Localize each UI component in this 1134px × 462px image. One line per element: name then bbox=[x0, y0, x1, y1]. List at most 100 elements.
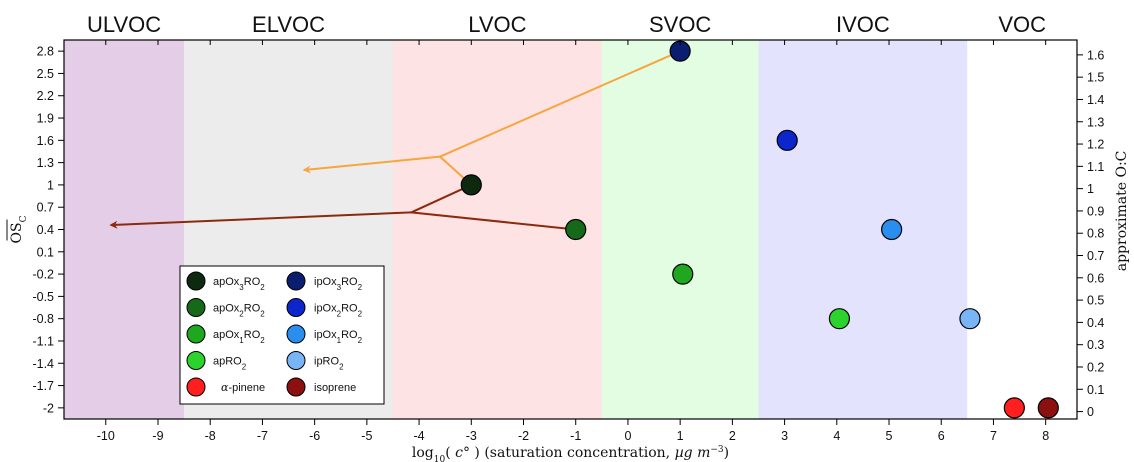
legend-box bbox=[179, 265, 385, 405]
legend-marker-pinene bbox=[186, 377, 206, 397]
y2-tick-label: 0.6 bbox=[1087, 271, 1104, 285]
legend-label-isoprene: isoprene bbox=[314, 382, 356, 394]
y2-tick-label: 0.1 bbox=[1087, 383, 1104, 397]
y2-tick-label: 0.4 bbox=[1087, 316, 1104, 330]
point-isoprene bbox=[1037, 397, 1059, 419]
y-tick-label: 1 bbox=[47, 178, 54, 192]
point-pinene bbox=[1003, 397, 1025, 419]
y2-tick-label: 1.3 bbox=[1087, 115, 1104, 129]
y2-tick-label: 0.2 bbox=[1087, 360, 1104, 374]
arrow-head-1 bbox=[109, 211, 412, 229]
band-svoc bbox=[601, 40, 759, 419]
y-tick-label: 1.3 bbox=[37, 156, 54, 170]
x-tick-label: -10 bbox=[97, 429, 115, 443]
band-label-elvoc: ELVOC bbox=[252, 12, 325, 37]
y2-axis-ticks: 1.6 1.5 1.4 1.3 1.2 1.1 1 0.9 0.8 0.7 0.6 0.5 0.4 0.3… bbox=[1077, 48, 1104, 419]
y2-tick-label: 0.7 bbox=[1087, 249, 1104, 263]
band-label-ivoc: IVOC bbox=[836, 12, 890, 37]
x-tick-label: 8 bbox=[1042, 429, 1049, 443]
x-tick-label: 7 bbox=[990, 429, 997, 443]
legend-label-ipox1ro2: ipOx1RO2 bbox=[314, 329, 363, 345]
band-label-svoc: SVOC bbox=[649, 12, 711, 37]
band-label-ulvoc: ULVOC bbox=[87, 12, 161, 37]
legend-marker-isoprene bbox=[286, 377, 306, 397]
y2-tick-label: 0.5 bbox=[1087, 294, 1104, 308]
volatility-bands: ULVOC ELVOC LVOC SVOC IVOC VOC bbox=[64, 12, 1077, 419]
y-tick-label: 1.9 bbox=[37, 112, 54, 126]
y-axis-label-text: OSC bbox=[9, 215, 29, 243]
y2-tick-label: 1.6 bbox=[1087, 48, 1104, 62]
legend-marker-ipox1ro2 bbox=[286, 324, 306, 344]
y-tick-label: 0.7 bbox=[37, 201, 54, 215]
y2-tick-label: 1 bbox=[1087, 182, 1094, 196]
y-tick-label: 1.6 bbox=[37, 134, 54, 148]
legend-label-ipox2ro2: ipOx2RO2 bbox=[314, 303, 363, 319]
y-tick-label: 0.1 bbox=[37, 245, 54, 259]
y2-tick-label: 0.8 bbox=[1087, 227, 1104, 241]
legend-marker-apox3ro2 bbox=[186, 271, 206, 291]
point-apox3ro2 bbox=[460, 174, 482, 196]
x-axis-ticks: -10 -9 -8 -7 -6 -5 -4 -3 -2 -1 0 1 2 3 4 5 6 7 8 bbox=[97, 40, 1049, 443]
y-tick-label: 2.2 bbox=[37, 89, 54, 103]
legend-label-apox2ro2: apOx2RO2 bbox=[213, 303, 265, 319]
y-tick-label: -2 bbox=[43, 401, 54, 415]
y-tick-label: -1.1 bbox=[32, 334, 54, 348]
x-tick-label: -2 bbox=[518, 429, 529, 443]
legend-marker-apro2 bbox=[186, 351, 206, 370]
band-ulvoc bbox=[64, 40, 185, 419]
trend-arrows bbox=[109, 50, 681, 231]
band-ivoc bbox=[758, 40, 968, 419]
legend-marker-ipox2ro2 bbox=[286, 298, 306, 317]
y2-tick-label: 1.4 bbox=[1087, 93, 1104, 107]
x-tick-label: 2 bbox=[729, 429, 736, 443]
x-tick-label: -3 bbox=[466, 429, 477, 443]
y2-tick-label: 1.1 bbox=[1087, 160, 1104, 174]
y-tick-label: -0.5 bbox=[32, 290, 54, 304]
x-tick-label: 3 bbox=[781, 429, 788, 443]
y2-tick-label: 0 bbox=[1087, 405, 1094, 419]
y-tick-label: 2.5 bbox=[37, 67, 54, 81]
point-ipox1ro2 bbox=[881, 218, 903, 241]
band-label-lvoc: LVOC bbox=[468, 12, 526, 37]
x-axis-label: log10( c° ) (saturation concentration, µ… bbox=[412, 445, 729, 462]
x-tick-label: -5 bbox=[361, 429, 372, 443]
legend: apOx3RO2 apOx2RO2 apOx1RO2 apRO2 α-pinene ipO… bbox=[179, 265, 385, 405]
legend-label-pinene: α-pinene bbox=[221, 381, 265, 394]
legend-marker-apox2ro2 bbox=[186, 298, 206, 317]
x-tick-label: -6 bbox=[309, 429, 320, 443]
legend-marker-ipox3ro2 bbox=[286, 271, 306, 291]
x-tick-label: -9 bbox=[152, 429, 163, 443]
y2-axis-label: approximate O:C bbox=[1114, 151, 1130, 272]
data-points bbox=[460, 40, 1059, 419]
legend-label-apox1ro2: apOx1RO2 bbox=[213, 329, 265, 345]
x-tick-label: 5 bbox=[886, 429, 893, 443]
legend-label-apro2: apRO2 bbox=[213, 356, 247, 372]
y-axis-ticks: 2.8 2.5 2.2 1.9 1.6 1.3 1 0.7 0.4 0.1 -0.2 -0.5 -0.8… bbox=[32, 45, 64, 415]
y-tick-label: -1.7 bbox=[32, 379, 54, 393]
band-voc bbox=[967, 40, 1077, 419]
point-apro2 bbox=[828, 308, 851, 330]
point-ipro2 bbox=[959, 308, 981, 330]
legend-label-apox3ro2: apOx3RO2 bbox=[213, 276, 265, 292]
arrow-head-0 bbox=[302, 155, 441, 174]
x-tick-label: 1 bbox=[677, 429, 684, 443]
x-tick-label: -7 bbox=[257, 429, 268, 443]
y2-tick-label: 0.3 bbox=[1087, 338, 1104, 352]
y-tick-label: -0.8 bbox=[32, 312, 54, 326]
band-label-voc: VOC bbox=[998, 12, 1046, 37]
legend-label-ipro2: ipRO2 bbox=[314, 356, 344, 372]
y-tick-label: -0.2 bbox=[32, 268, 54, 282]
x-tick-label: -8 bbox=[205, 429, 216, 443]
x-tick-label: -1 bbox=[570, 429, 581, 443]
y-tick-label: 0.4 bbox=[37, 223, 54, 237]
x-tick-label: -4 bbox=[414, 429, 425, 443]
y-axis-label: OSC bbox=[6, 215, 29, 243]
x-tick-label: 0 bbox=[624, 429, 631, 443]
point-apox1ro2 bbox=[672, 263, 694, 285]
y-tick-label: 2.8 bbox=[37, 45, 54, 59]
legend-marker-ipro2 bbox=[286, 351, 306, 370]
y2-tick-label: 1.5 bbox=[1087, 71, 1104, 85]
x-tick-label: 6 bbox=[938, 429, 945, 443]
y2-tick-label: 0.9 bbox=[1087, 204, 1104, 218]
